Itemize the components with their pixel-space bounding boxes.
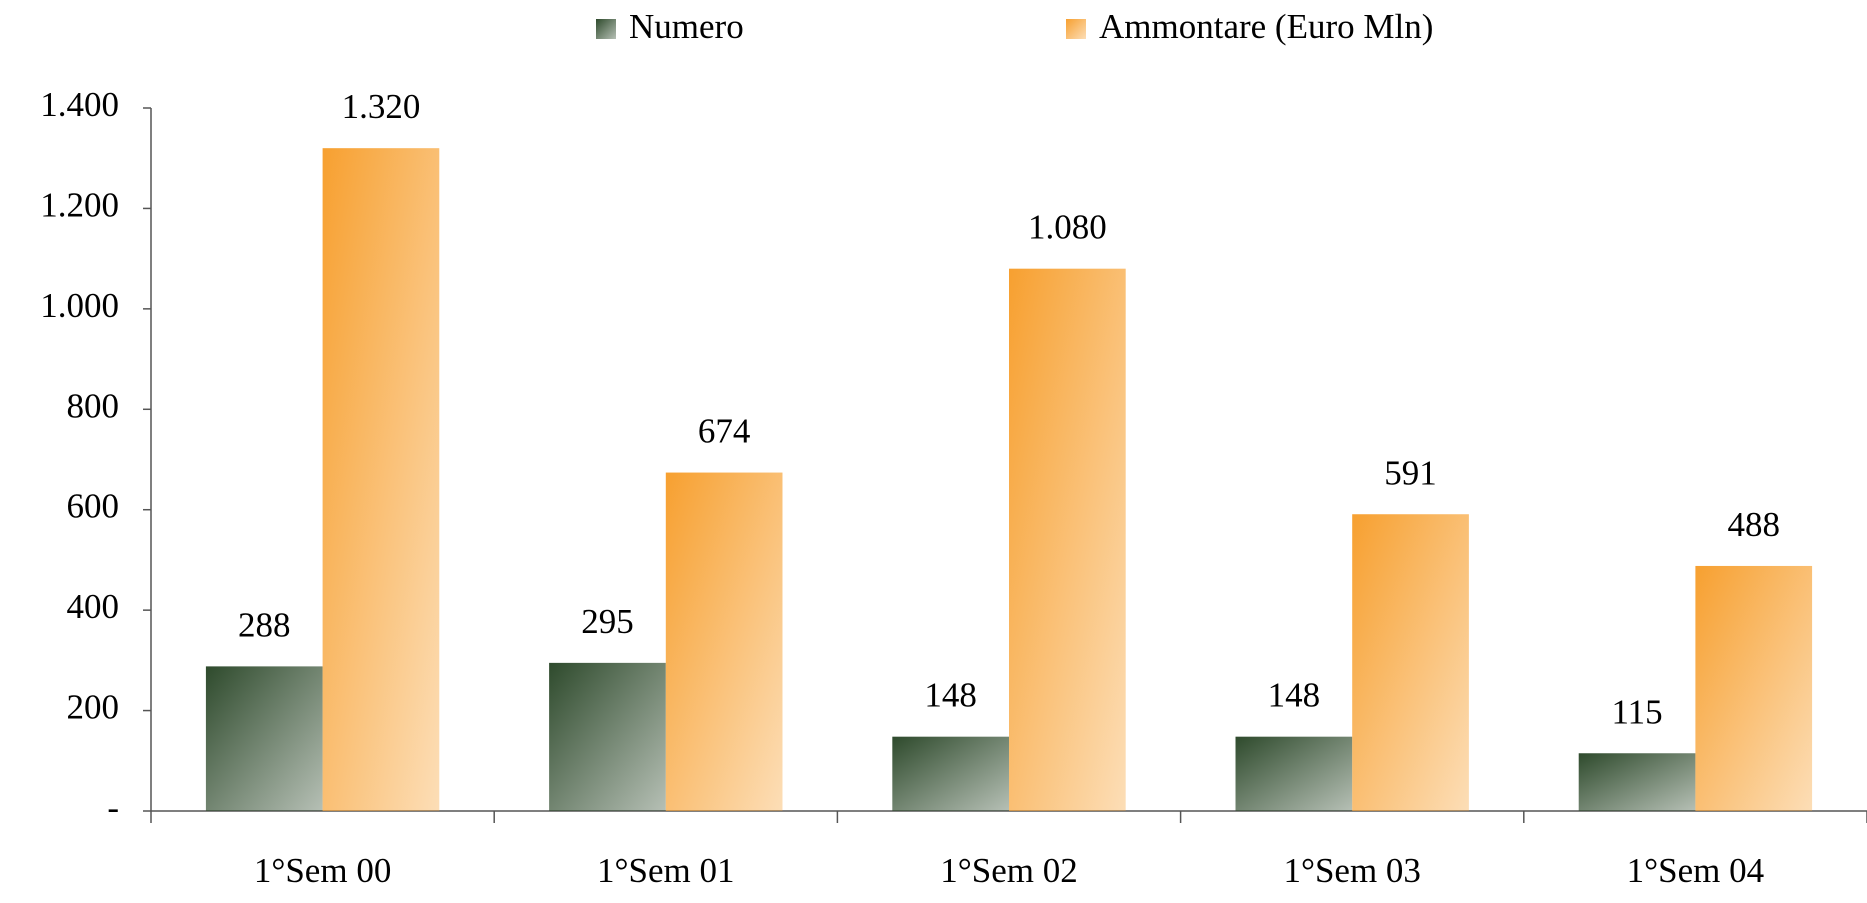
y-tick-label: 400: [67, 587, 120, 626]
bar: [549, 662, 666, 811]
y-tick-label: -: [107, 788, 119, 827]
data-label: 591: [1384, 453, 1437, 492]
bar: [1695, 565, 1813, 811]
y-tick-label: 1.000: [40, 286, 119, 325]
data-label: 1.080: [1028, 208, 1107, 247]
data-label: 148: [924, 676, 977, 715]
bar: [1235, 736, 1353, 811]
legend-swatch: [596, 19, 616, 39]
data-label: 148: [1268, 676, 1321, 715]
x-tick-label: 1°Sem 00: [254, 851, 391, 890]
data-label: 288: [238, 605, 291, 644]
x-tick-label: 1°Sem 01: [597, 851, 734, 890]
y-tick-label: 1.200: [40, 185, 119, 224]
bar: [892, 736, 1009, 811]
data-label: 115: [1611, 692, 1662, 731]
data-label: 488: [1727, 505, 1780, 544]
x-tick-label: 1°Sem 03: [1283, 851, 1420, 890]
y-tick-label: 200: [67, 688, 120, 727]
legend-swatch: [1066, 19, 1086, 39]
x-tick-label: 1°Sem 04: [1627, 851, 1764, 890]
data-label: 295: [581, 602, 634, 641]
y-tick-label: 1.400: [40, 85, 119, 124]
bar: [1578, 753, 1696, 811]
bar: [205, 666, 323, 811]
x-tick-label: 1°Sem 02: [940, 851, 1077, 890]
bar: [322, 148, 440, 811]
legend-label: Numero: [629, 7, 744, 46]
bar: [665, 472, 783, 811]
data-label: 1.320: [342, 87, 421, 126]
bar: [1352, 514, 1469, 811]
legend-label: Ammontare (Euro Mln): [1099, 7, 1433, 46]
y-tick-label: 800: [67, 386, 120, 425]
y-tick-label: 600: [67, 487, 120, 526]
data-label: 674: [698, 412, 751, 451]
bar: [1009, 268, 1126, 812]
